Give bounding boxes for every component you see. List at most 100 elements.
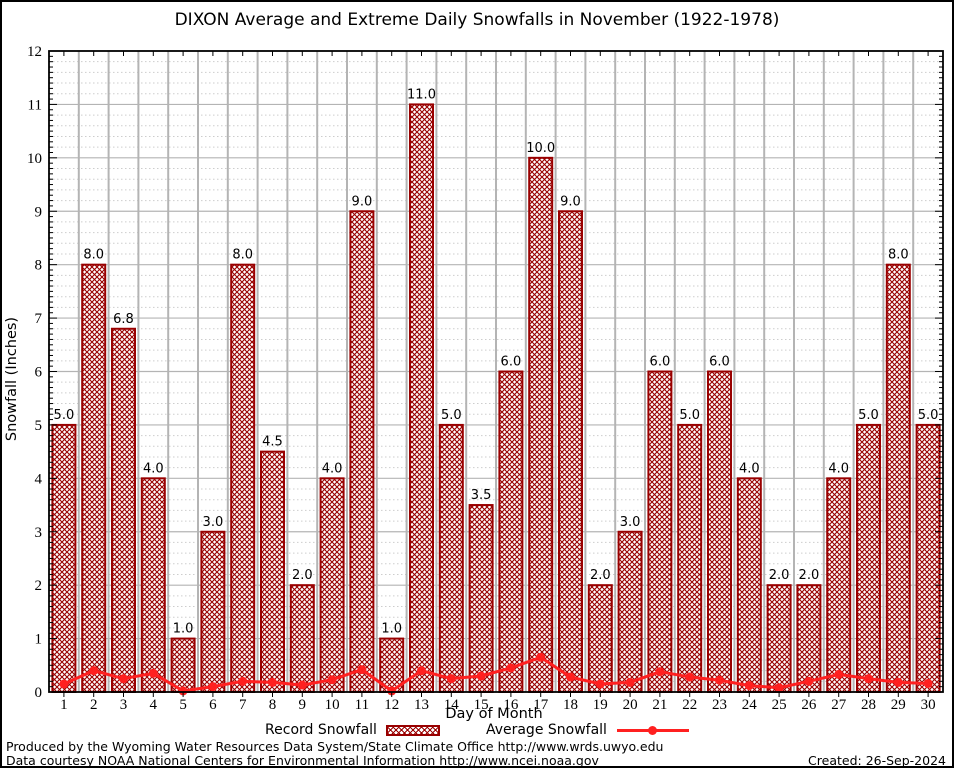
bar-label-day-2: 8.0	[83, 248, 104, 263]
bar-day-6	[200, 530, 226, 693]
bar-label-day-4: 4.0	[143, 461, 164, 476]
svg-text:2: 2	[35, 578, 43, 594]
bar-day-8	[260, 450, 285, 693]
bar-day-4	[140, 477, 166, 694]
bar-label-day-14: 5.0	[441, 408, 462, 423]
svg-text:0: 0	[35, 685, 43, 701]
bar-day-7	[230, 263, 256, 693]
legend: Record Snowfall Average Snowfall	[2, 722, 952, 738]
svg-text:5: 5	[179, 697, 187, 713]
bar-day-14	[438, 423, 464, 693]
bar-label-day-30: 5.0	[918, 408, 939, 423]
x-tick-labels: 1 2 3 4 5 6 7 8 9 10 11 12 13 14 15 16 17 18 19 20 21 22 23 24 2…	[60, 697, 935, 713]
bar-label-day-3: 6.8	[113, 312, 134, 327]
svg-text:6: 6	[209, 697, 217, 713]
bar-label-day-10: 4.0	[322, 461, 343, 476]
bar-day-16	[498, 370, 524, 693]
bar-label-day-11: 9.0	[352, 194, 373, 209]
svg-text:7: 7	[35, 311, 43, 327]
bar-day-18	[558, 210, 583, 693]
footer-created-date: Created: 26-Sep-2024	[808, 753, 946, 768]
record-snowfall-swatch-icon	[385, 724, 440, 736]
svg-text:22: 22	[682, 697, 697, 713]
svg-text:9: 9	[35, 204, 43, 220]
bar-label-day-21: 6.0	[650, 355, 671, 370]
svg-text:19: 19	[593, 697, 608, 713]
bar-day-22	[677, 423, 703, 693]
svg-text:15: 15	[474, 697, 489, 713]
bar-day-19	[587, 584, 613, 694]
bar-label-day-16: 6.0	[501, 355, 522, 370]
bar-day-9	[289, 584, 315, 694]
bar-label-day-24: 4.0	[739, 461, 760, 476]
bar-label-day-23: 6.0	[709, 355, 730, 370]
bar-label-day-27: 4.0	[828, 461, 849, 476]
svg-text:1: 1	[60, 697, 68, 713]
svg-text:12: 12	[27, 44, 42, 60]
bar-label-day-19: 2.0	[590, 568, 611, 583]
bar-label-day-29: 8.0	[888, 248, 909, 263]
footer-data-courtesy: Data courtesy NOAA National Centers for …	[6, 753, 599, 768]
bar-label-day-9: 2.0	[292, 568, 313, 583]
bar-label-day-22: 5.0	[679, 408, 700, 423]
bar-day-5	[170, 637, 196, 693]
svg-text:18: 18	[563, 697, 578, 713]
bar-day-27	[826, 477, 852, 694]
record-snowfall-bars	[51, 103, 941, 694]
bar-label-day-18: 9.0	[560, 194, 581, 209]
bar-day-26	[796, 584, 822, 694]
bar-label-day-8: 4.5	[262, 435, 283, 450]
svg-text:8: 8	[269, 697, 277, 713]
bar-label-day-6: 3.0	[203, 515, 224, 530]
bar-label-day-7: 8.0	[232, 248, 253, 263]
svg-text:10: 10	[325, 697, 340, 713]
bar-day-3	[111, 327, 136, 693]
svg-text:25: 25	[772, 697, 787, 713]
svg-text:11: 11	[28, 97, 42, 113]
svg-text:8: 8	[35, 258, 43, 274]
bar-day-2	[81, 263, 107, 693]
bar-label-day-5: 1.0	[173, 622, 194, 637]
average-snowfall-line	[63, 655, 929, 693]
bar-label-day-13: 11.0	[407, 87, 436, 102]
svg-text:3: 3	[35, 525, 43, 541]
bar-day-13	[409, 103, 434, 693]
bar-label-day-28: 5.0	[858, 408, 879, 423]
bar-label-day-26: 2.0	[799, 568, 820, 583]
svg-text:11: 11	[355, 697, 369, 713]
legend-average-label: Average Snowfall	[485, 722, 607, 738]
bar-day-28	[856, 423, 881, 693]
bar-day-20	[617, 530, 643, 693]
bar-day-29	[885, 263, 911, 693]
bar-label-day-15: 3.5	[471, 488, 492, 503]
bar-day-11	[349, 210, 375, 693]
bar-day-25	[766, 584, 792, 694]
svg-text:21: 21	[652, 697, 667, 713]
svg-text:26: 26	[801, 697, 817, 713]
svg-text:13: 13	[414, 697, 429, 713]
svg-text:6: 6	[35, 365, 43, 381]
x-axis-title: Day of Month	[445, 706, 543, 722]
svg-text:29: 29	[891, 697, 906, 713]
svg-text:10: 10	[27, 151, 42, 167]
plot-border	[48, 50, 944, 693]
svg-text:28: 28	[861, 697, 876, 713]
svg-text:4: 4	[35, 471, 43, 487]
svg-text:16: 16	[503, 697, 519, 713]
svg-text:2: 2	[90, 697, 98, 713]
plot-area: 5.0 8.0 6.8 4.0 1.0 3.0 8.0 4.5 2.0 4.0 9.0 1.0 11.0…	[27, 44, 944, 713]
legend-record-label: Record Snowfall	[265, 722, 377, 738]
svg-text:20: 20	[623, 697, 638, 713]
svg-text:23: 23	[712, 697, 727, 713]
svg-text:17: 17	[533, 697, 549, 713]
x-grid	[77, 51, 915, 692]
bar-day-30	[915, 423, 941, 693]
bar-label-day-17: 10.0	[526, 141, 555, 156]
average-snowfall-markers	[59, 652, 933, 696]
footer-row: Data courtesy NOAA National Centers for …	[6, 753, 946, 768]
svg-text:3: 3	[120, 697, 128, 713]
svg-text:1: 1	[35, 632, 43, 648]
bar-day-24	[736, 477, 762, 694]
